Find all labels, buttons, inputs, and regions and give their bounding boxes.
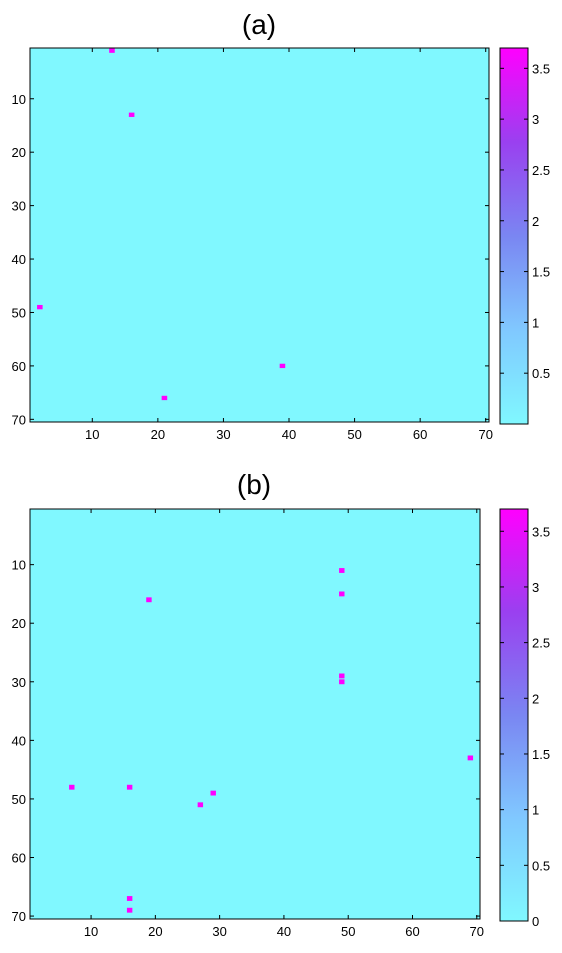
heatmap-panel-a: (a) 10 20 30 40 50 60 70 10 20 30 40 50 60 70 0.5 1 1.5 2 2… <box>12 9 551 442</box>
colorbar-tick-label: 1.5 <box>532 265 550 280</box>
y-tick-label: 70 <box>12 909 26 924</box>
colorbar-tick-label: 3 <box>532 580 539 595</box>
x-tick-label: 10 <box>85 427 99 442</box>
colorbar-tick-label: 0.5 <box>532 858 550 873</box>
x-tick-label: 40 <box>277 924 291 939</box>
heatmap-cell <box>146 597 152 603</box>
colorbar-tick-label: 2 <box>532 214 539 229</box>
plot-frame <box>29 47 490 423</box>
x-tick-label: 20 <box>148 924 162 939</box>
x-tick-label: 10 <box>84 924 98 939</box>
heatmap-cell <box>279 363 286 369</box>
heatmap-cell <box>339 673 345 679</box>
y-tick-label: 70 <box>12 412 26 427</box>
colorbar <box>499 47 529 425</box>
y-tick-label: 40 <box>12 252 26 267</box>
colorbar-tick-label: 2.5 <box>532 636 550 651</box>
x-tick-label: 60 <box>405 924 419 939</box>
y-tick-label: 50 <box>12 305 26 320</box>
x-tick-label: 40 <box>282 427 296 442</box>
colorbar-tick-label: 1 <box>532 315 539 330</box>
heatmap-cell <box>339 568 345 573</box>
y-tick-label: 10 <box>12 558 26 573</box>
y-tick-label: 20 <box>12 145 26 160</box>
colorbar-tick-label: 1 <box>532 803 539 818</box>
colorbar-tick-label: 3 <box>532 112 539 127</box>
x-tick-label: 30 <box>212 924 226 939</box>
colorbar-tick-label: 0 <box>532 914 539 929</box>
heatmap-cell <box>339 679 345 685</box>
heatmap-cell <box>69 784 75 790</box>
heatmap-cell <box>197 802 204 808</box>
colorbar-tick-label: 3.5 <box>532 524 550 539</box>
y-tick-label: 30 <box>12 199 26 214</box>
heatmap-cell <box>126 907 133 913</box>
heatmap-cell <box>339 591 345 597</box>
heatmap-background <box>30 48 489 422</box>
x-tick-label: 50 <box>347 427 361 442</box>
colorbar-tick-label: 2 <box>532 691 539 706</box>
x-tick-label: 60 <box>413 427 427 442</box>
colorbar <box>499 508 529 922</box>
y-tick-label: 10 <box>12 92 26 107</box>
y-tick-label: 60 <box>12 359 26 374</box>
colorbar-tick-label: 1.5 <box>532 747 550 762</box>
y-tick-label: 30 <box>12 675 26 690</box>
chart-title: (a) <box>242 9 276 40</box>
x-tick-label: 30 <box>216 427 230 442</box>
heatmap-cell <box>210 790 216 796</box>
heatmap-panel-b: (b) 10 20 30 40 50 60 70 10 20 30 40 50 60 70 0 0.5 1 1.5 2… <box>12 469 551 939</box>
colorbar-tick-label: 2.5 <box>532 163 550 178</box>
y-tick-label: 60 <box>12 851 26 866</box>
heatmap-cell <box>109 48 115 53</box>
heatmap-cell <box>126 784 133 790</box>
colorbar-tick-label: 3.5 <box>532 61 550 76</box>
x-tick-label: 70 <box>478 427 492 442</box>
heatmap-cell <box>128 112 135 117</box>
chart-title: (b) <box>237 469 271 500</box>
y-tick-label: 20 <box>12 616 26 631</box>
y-tick-label: 40 <box>12 733 26 748</box>
heatmap-cell <box>467 755 474 761</box>
plot-frame <box>29 508 481 920</box>
heatmap-background <box>30 509 480 919</box>
y-tick-label: 50 <box>12 792 26 807</box>
x-tick-label: 20 <box>151 427 165 442</box>
x-tick-label: 50 <box>341 924 355 939</box>
heatmap-cell <box>37 304 43 310</box>
heatmap-cell <box>126 896 133 901</box>
x-tick-label: 70 <box>470 924 484 939</box>
heatmap-cell <box>161 395 168 401</box>
colorbar-tick-label: 0.5 <box>532 366 550 381</box>
